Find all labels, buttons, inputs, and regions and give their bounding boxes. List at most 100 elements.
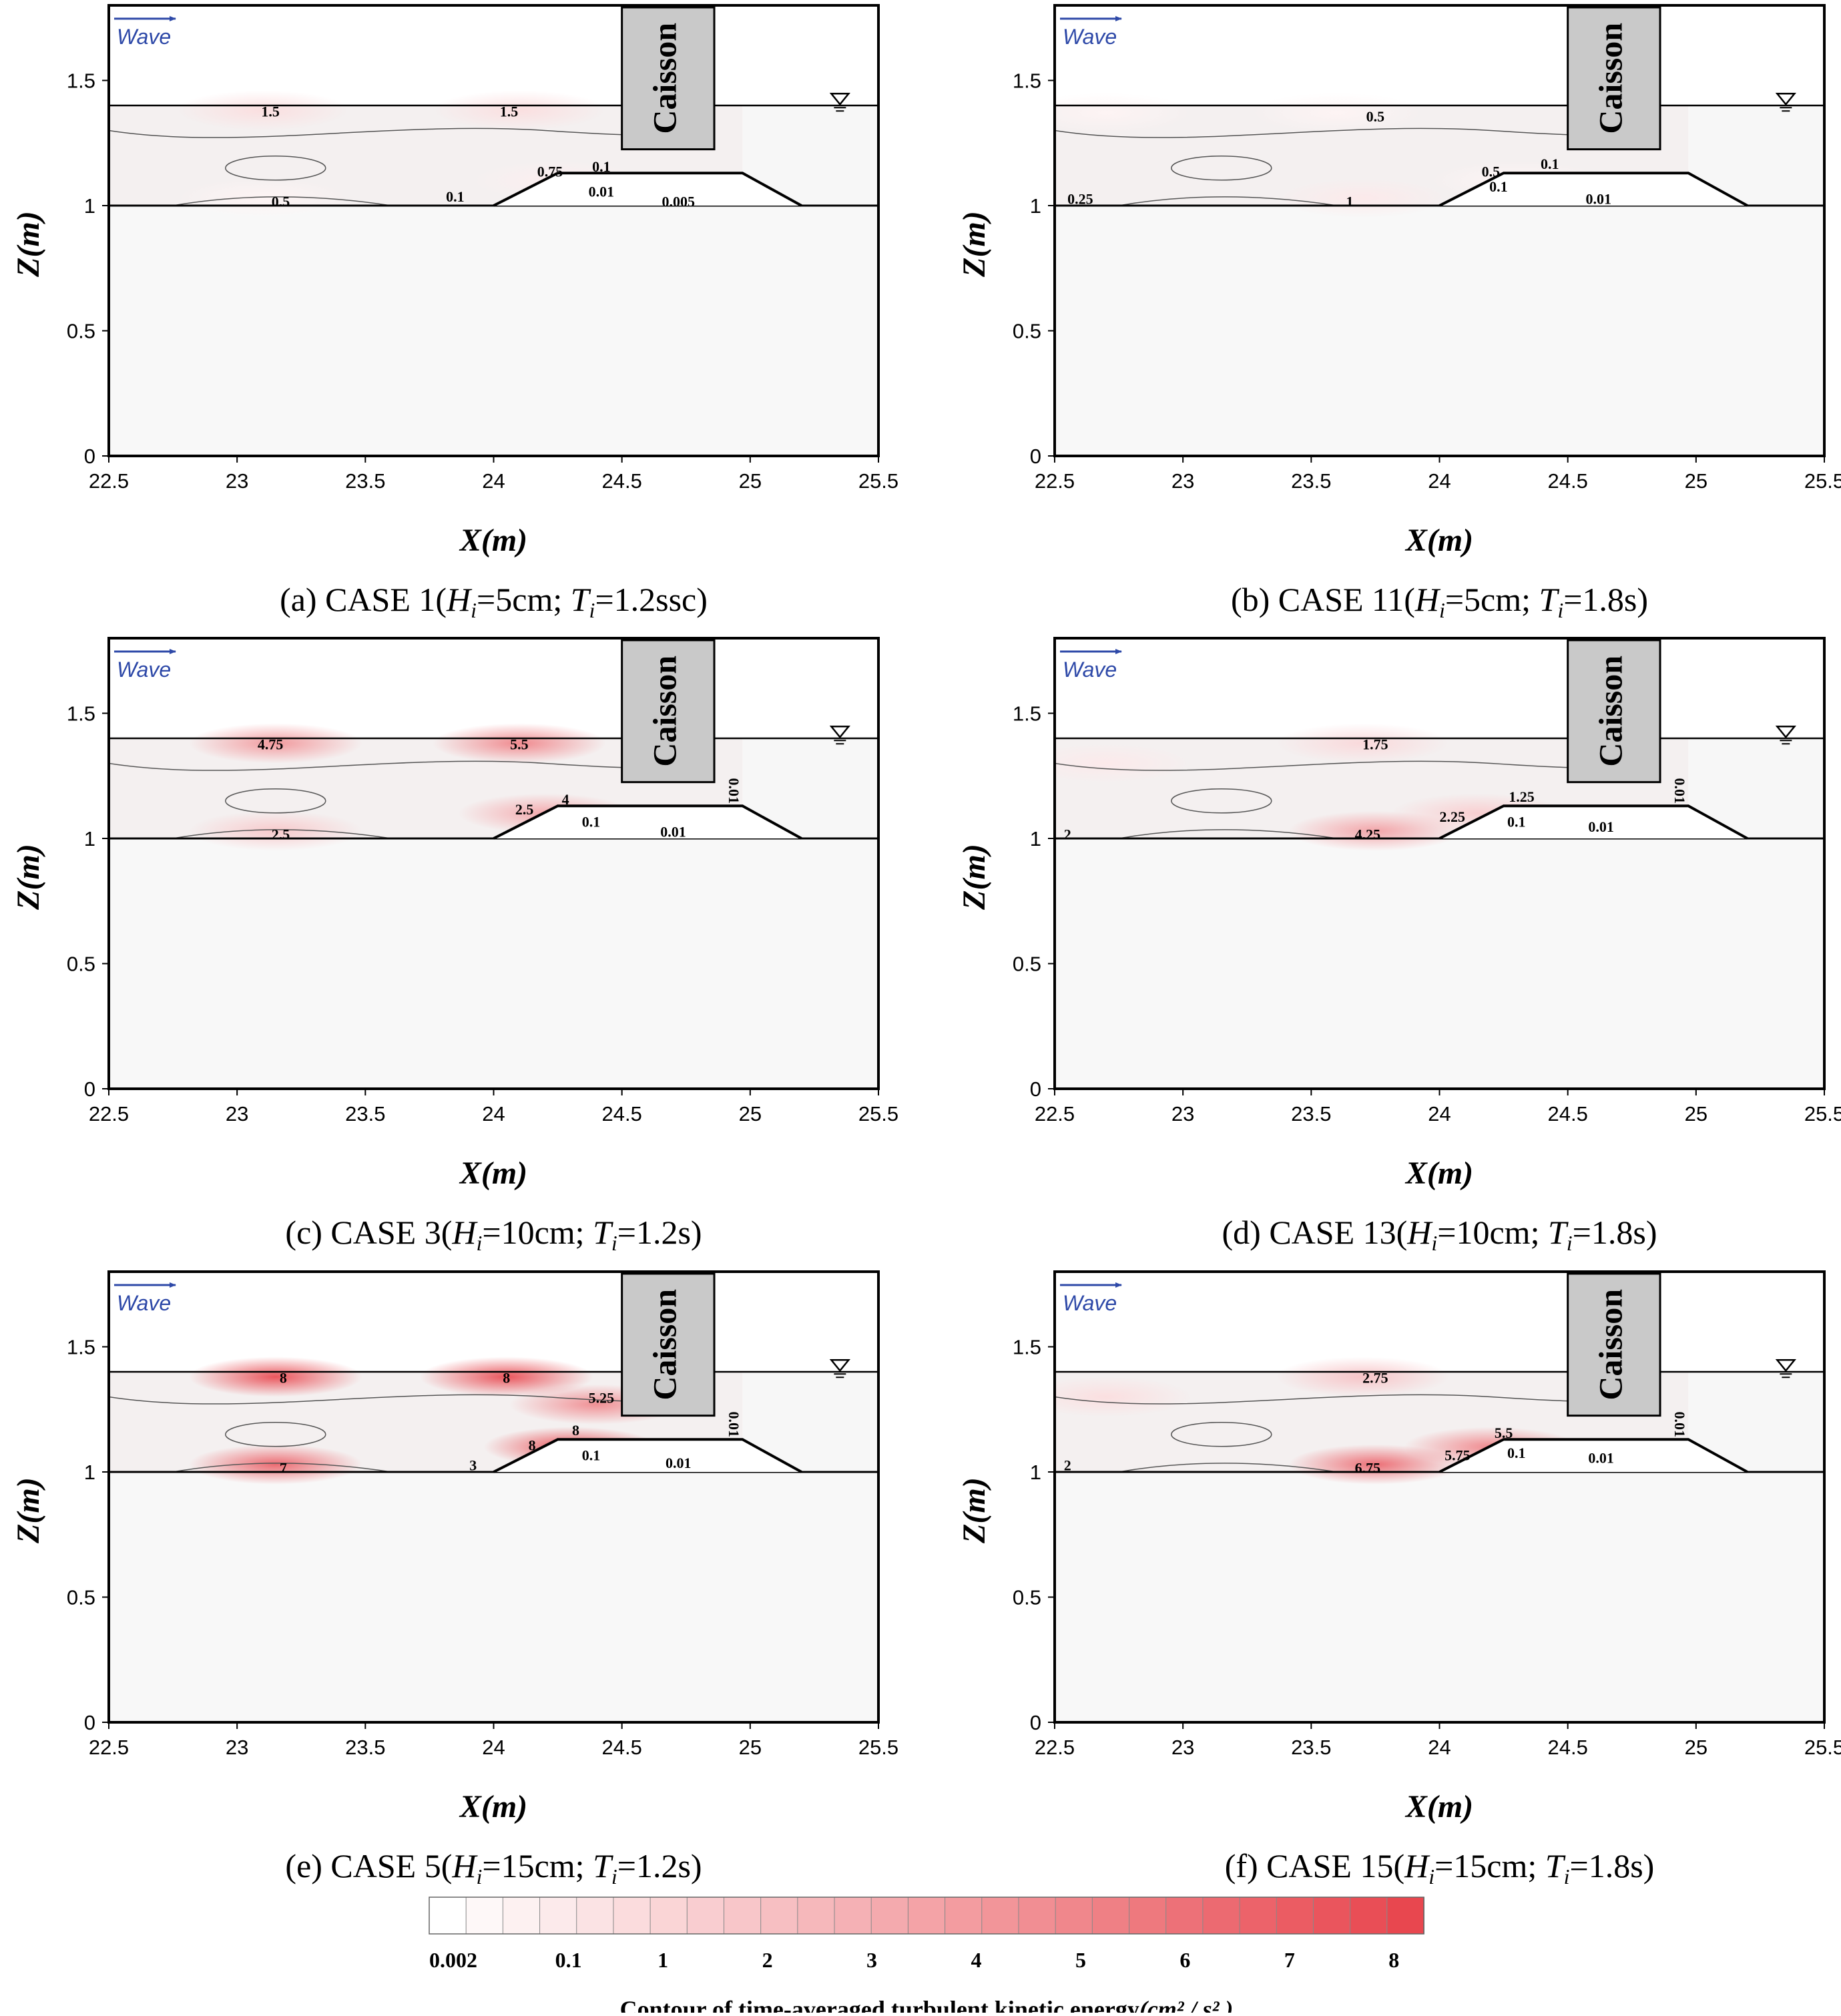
- panel-caption: (b) CASE 11(Hi=5cm; Ti=1.8s): [1231, 581, 1648, 622]
- tke-hotspot: [1055, 1376, 1193, 1417]
- rubble-mound-fill: [493, 173, 802, 206]
- caisson-block: [1567, 1272, 1661, 1417]
- y-tick-label: 1.5: [67, 69, 95, 93]
- x-tick-label: 23: [1171, 1736, 1194, 1759]
- y-tick-label: 1.5: [67, 702, 95, 726]
- rubble-mound-outline: [493, 1438, 802, 1473]
- contour-label: 0.01: [1588, 1449, 1614, 1466]
- y-tick-label: 1.5: [1013, 1336, 1041, 1359]
- x-tick-label: 24.5: [601, 1102, 641, 1125]
- contour-label: 0.25: [1067, 191, 1093, 208]
- contour-label: 0.75: [537, 163, 563, 180]
- x-axis-label: X(m): [1404, 1789, 1473, 1824]
- contour-label: 0.01: [1588, 818, 1614, 835]
- y-tick-label: 1: [1030, 827, 1041, 850]
- wave-label: Wave: [1063, 1291, 1117, 1315]
- contour-label: 0.1: [1541, 156, 1559, 172]
- x-tick-label: 24.5: [1547, 469, 1587, 493]
- colorbar-swatch: [797, 1897, 836, 1935]
- colorbar-swatch: [613, 1897, 651, 1935]
- x-tick-label: 23: [226, 469, 248, 493]
- contour-label: 0.1: [446, 188, 465, 205]
- colorbar-swatch: [981, 1897, 1019, 1935]
- colorbar-tick-label: 1: [658, 1948, 668, 1972]
- panel-a: Caisson Wave 1.5 1.5 0.75 0.1 0.01 0.1 0.5 0.005 2…: [11, 4, 898, 622]
- x-tick-label: 23: [226, 1102, 248, 1125]
- contour-label: 0.1: [592, 158, 611, 175]
- contour-label: 2.5: [272, 826, 290, 842]
- contour-line: [1118, 829, 1337, 839]
- y-tick-label: 0.5: [67, 953, 95, 976]
- x-tick-label: 24: [1428, 1102, 1451, 1125]
- panel-caption: (c) CASE 3(Hi=10cm; Ti=1.2s): [285, 1214, 702, 1255]
- y-axis-label: Z(m): [957, 844, 992, 911]
- colorbar-swatch: [1129, 1897, 1167, 1935]
- tke-hotspot: [1276, 1356, 1450, 1397]
- contour-label: 0.1: [1507, 814, 1526, 830]
- x-tick-label: 25.5: [1804, 1736, 1841, 1759]
- rubble-mound-outline: [1438, 172, 1748, 207]
- tke-hotspot: [1055, 93, 1193, 134]
- tke-hotspot: [1250, 93, 1424, 134]
- contour-label: 0.01: [726, 1412, 742, 1438]
- colorbar-swatch: [1386, 1897, 1424, 1935]
- contour-label: 4: [562, 791, 569, 808]
- tke-hotspot: [188, 1356, 362, 1397]
- seabed-region: [109, 1472, 878, 1722]
- tke-hotspot: [188, 1444, 362, 1485]
- panel-caption: (e) CASE 5(Hi=15cm; Ti=1.2s): [285, 1847, 702, 1888]
- water-level-icon: [1775, 1359, 1796, 1372]
- x-tick-label: 23.5: [345, 1102, 385, 1125]
- contour-label: 0.1: [582, 1447, 601, 1464]
- tke-hotspot: [432, 723, 606, 764]
- contour-label: 0.01: [726, 778, 742, 804]
- x-tick-label: 23.5: [1291, 1102, 1331, 1125]
- caisson-block: [621, 6, 716, 151]
- x-tick-label: 24: [1428, 469, 1451, 493]
- contour-label: 0.1: [1489, 178, 1508, 195]
- y-tick-label: 1.5: [67, 1336, 95, 1359]
- contour-label: 5.5: [510, 736, 529, 752]
- y-tick-label: 1: [1030, 194, 1041, 218]
- y-tick-label: 1: [1030, 1461, 1041, 1484]
- colorbar-swatch: [834, 1897, 872, 1935]
- colorbar-frame: [429, 1897, 1424, 1935]
- tke-hotspot: [1276, 178, 1450, 218]
- tke-hotspot: [432, 90, 606, 131]
- contour-line: [225, 1422, 326, 1447]
- x-tick-label: 24.5: [601, 469, 641, 493]
- contour-line: [225, 156, 326, 181]
- caisson-block: [621, 1272, 716, 1417]
- seabed-region: [1055, 838, 1824, 1089]
- wave-label: Wave: [1063, 25, 1117, 49]
- tke-hotspot: [1276, 723, 1450, 764]
- colorbar-swatch: [760, 1897, 798, 1935]
- colorbar-tick-label: 0.002: [429, 1948, 477, 1972]
- caisson-block: [1567, 639, 1661, 784]
- x-tick-label: 22.5: [1035, 1736, 1075, 1759]
- y-tick-label: 0.5: [1013, 320, 1041, 343]
- caisson-label: Caisson: [645, 1289, 683, 1401]
- y-tick-label: 0.5: [1013, 1586, 1041, 1609]
- panel-c: Caisson Wave 4.75 5.5 2.5 4 0.1 0.01 2.5 0.01 22.5…: [11, 637, 898, 1255]
- contour-line: [1118, 196, 1337, 206]
- caisson-block: [1567, 6, 1661, 151]
- panel-caption: (d) CASE 13(Hi=10cm; Ti=1.8s): [1222, 1214, 1657, 1255]
- colorbar-swatch: [1276, 1897, 1314, 1935]
- colorbar-tick-label: 5: [1075, 1948, 1086, 1972]
- y-axis-label: Z(m): [957, 211, 992, 278]
- contour-label: 2.25: [1439, 808, 1465, 825]
- x-tick-label: 23.5: [345, 1736, 385, 1759]
- colorbar-swatch: [723, 1897, 762, 1935]
- x-tick-label: 25.5: [858, 469, 898, 493]
- y-tick-label: 0: [1030, 1711, 1041, 1734]
- x-axis-label: X(m): [459, 523, 527, 558]
- x-tick-label: 23: [1171, 469, 1194, 493]
- y-tick-label: 1: [84, 827, 95, 850]
- y-axis-label: Z(m): [11, 211, 46, 278]
- water-level-icon: [829, 726, 850, 739]
- contour-label: 1.5: [500, 103, 519, 119]
- water-level-icon: [1775, 726, 1796, 739]
- x-tick-label: 25.5: [1804, 1102, 1841, 1125]
- x-axis-label: X(m): [459, 1156, 527, 1191]
